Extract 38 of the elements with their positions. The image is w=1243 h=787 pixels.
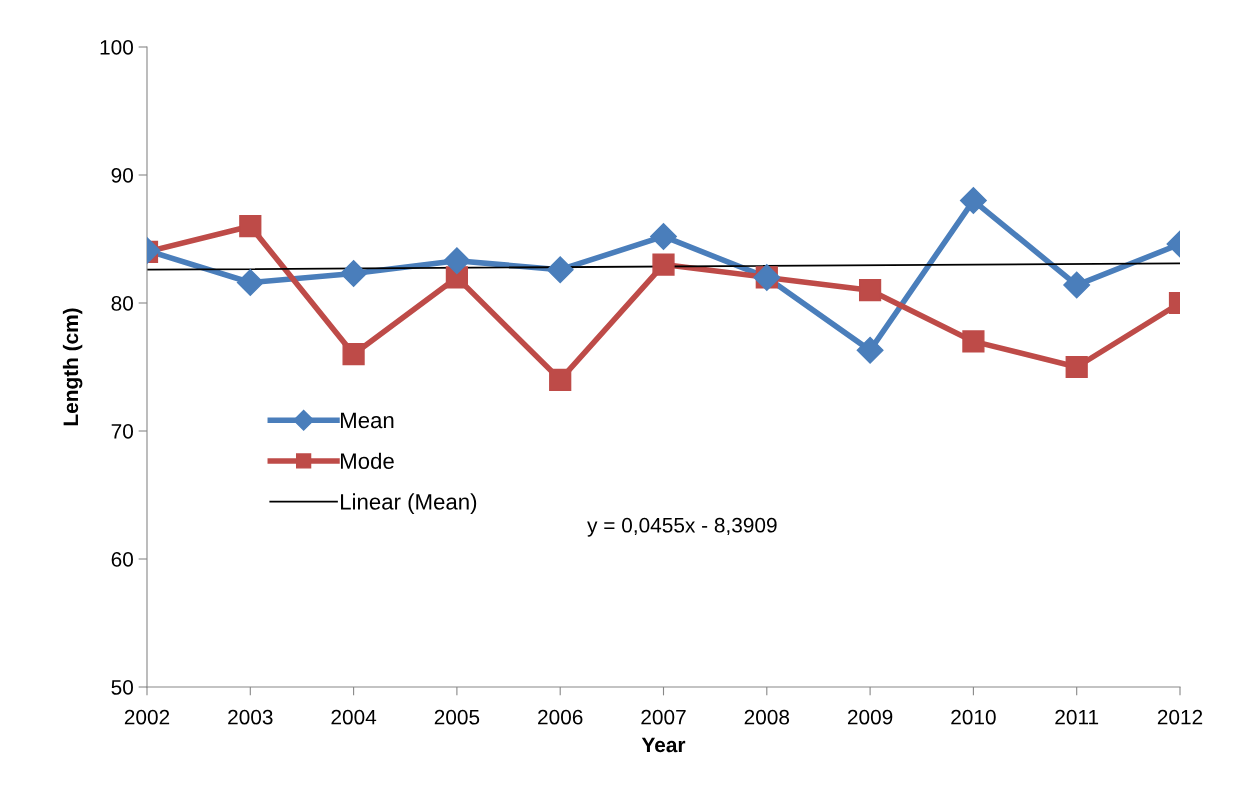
point — [1065, 355, 1088, 379]
legend-label: Mean — [341, 412, 394, 429]
legend-label: Mode — [341, 452, 394, 469]
x-tick-label: 2003 — [228, 709, 273, 725]
x-tick-label: 2008 — [744, 709, 790, 725]
annotation: y = 0,0455x - 8,3909 — [587, 517, 777, 537]
x-tick-label: 2010 — [951, 709, 996, 725]
x-tick-label: 2002 — [124, 709, 170, 725]
y-tick-label: 70 — [111, 424, 133, 439]
point — [443, 247, 471, 275]
x-tick-label: 2004 — [331, 709, 377, 725]
x-tick-label: 2007 — [641, 709, 686, 725]
y-tick-label: 80 — [111, 296, 133, 311]
x-tick-label: 2009 — [847, 709, 893, 725]
point — [549, 368, 572, 391]
point — [650, 222, 677, 250]
x-tick-label: 2011 — [1055, 709, 1099, 725]
point — [340, 260, 368, 288]
point — [858, 279, 882, 302]
y-tick-label: 100 — [100, 40, 133, 55]
x-axis-title: Year — [641, 737, 686, 753]
y-tick-label: 60 — [111, 552, 133, 567]
point — [239, 215, 262, 238]
point — [1063, 271, 1091, 299]
point — [342, 343, 365, 366]
x-tick-label: 2012 — [1157, 709, 1203, 725]
legend-label: Linear (Mean) — [341, 493, 477, 515]
point — [856, 336, 884, 364]
x-tick-label: 2005 — [434, 709, 480, 725]
point — [962, 330, 985, 353]
point — [959, 187, 987, 215]
point — [546, 256, 574, 284]
y-tick-label: 50 — [111, 680, 133, 695]
y-tick-label: 90 — [111, 168, 133, 183]
point — [236, 269, 264, 296]
x-tick-label: 2006 — [538, 709, 583, 725]
point — [652, 253, 675, 276]
y-axis-title: Length (cm) — [62, 308, 83, 426]
